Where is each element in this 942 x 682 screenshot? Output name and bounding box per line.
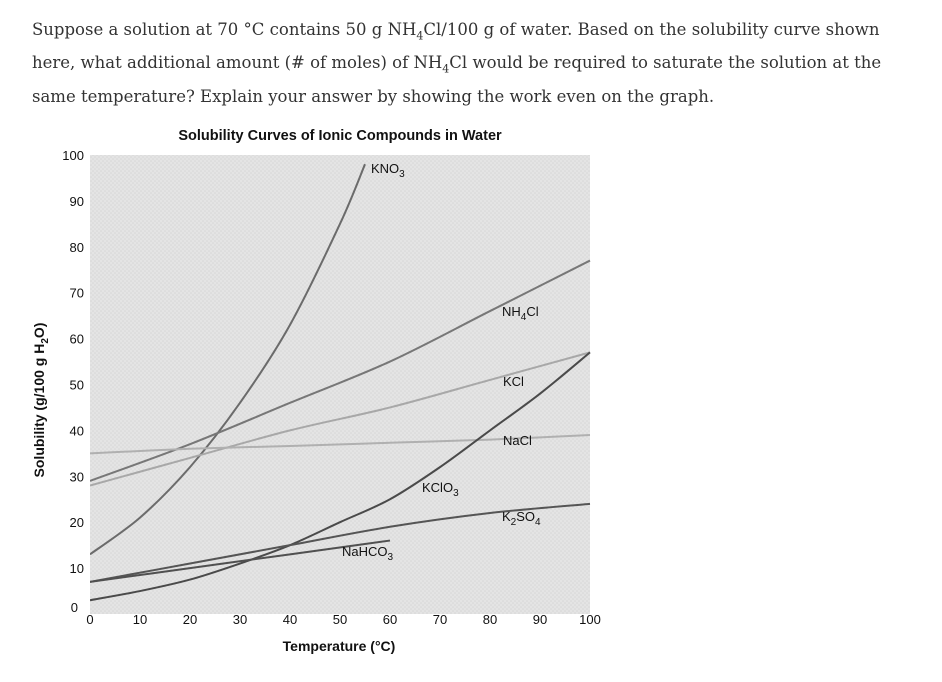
x-tick-label: 80	[483, 612, 497, 627]
y-tick-label: 10	[70, 561, 84, 576]
series-line-kno3	[90, 163, 366, 556]
x-tick-label: 50	[333, 612, 347, 627]
question-text: Suppose a solution at 70 °C contains 50 …	[32, 20, 882, 106]
y-tick-label: 60	[70, 332, 84, 347]
series-label-k2so4: K2SO4	[502, 509, 541, 528]
solubility-chart: Solubility Curves of Ionic Compounds in …	[31, 128, 601, 654]
x-tick-labels: 0 10 20 30 40 50 60 70 80 90 100	[86, 612, 600, 627]
x-tick-label: 60	[383, 612, 397, 627]
series-label-kclo3: KClO3	[422, 480, 459, 499]
series-label-kno3: KNO3	[371, 161, 405, 180]
y-tick-label: 90	[70, 194, 84, 209]
y-axis-label: Solubility (g/100 g H2O)	[31, 323, 51, 478]
series-line-k2so4	[90, 502, 591, 583]
x-tick-label: 20	[183, 612, 197, 627]
y-tick-label: 100	[62, 148, 84, 163]
chart-title: Solubility Curves of Ionic Compounds in …	[178, 128, 502, 144]
series-label-kcl: KCl	[503, 374, 524, 389]
series-lines	[90, 163, 591, 602]
y-tick-label: 80	[70, 240, 84, 255]
y-tick-label: 50	[70, 378, 84, 393]
x-tick-label: 0	[86, 612, 93, 627]
plot-area	[90, 155, 590, 614]
y-tick-label: 20	[70, 515, 84, 530]
x-tick-label: 70	[433, 612, 447, 627]
series-line-nahco3	[90, 539, 391, 583]
series-labels: KNO3 NH4Cl KCl NaCl KClO3 K2SO4 NaHCO3	[342, 161, 541, 563]
y-tick-label: 30	[70, 469, 84, 484]
series-line-nacl	[90, 433, 591, 455]
x-tick-label: 30	[233, 612, 247, 627]
y-tick-labels: 0 10 20 30 40 50 60 70 80 90 100	[62, 148, 84, 615]
series-line-kclo3	[90, 351, 591, 602]
y-tick-label: 40	[70, 423, 84, 438]
x-tick-label: 10	[133, 612, 147, 627]
x-tick-label: 90	[533, 612, 547, 627]
y-tick-label: 0	[71, 600, 78, 615]
series-label-nahco3: NaHCO3	[342, 544, 394, 563]
series-label-nacl: NaCl	[503, 433, 532, 448]
x-axis-label: Temperature (°C)	[283, 638, 396, 654]
series-line-kcl	[90, 351, 591, 487]
x-tick-label: 40	[283, 612, 297, 627]
series-label-nh4cl: NH4Cl	[502, 304, 539, 323]
x-tick-label: 100	[579, 612, 601, 627]
y-tick-label: 70	[70, 286, 84, 301]
